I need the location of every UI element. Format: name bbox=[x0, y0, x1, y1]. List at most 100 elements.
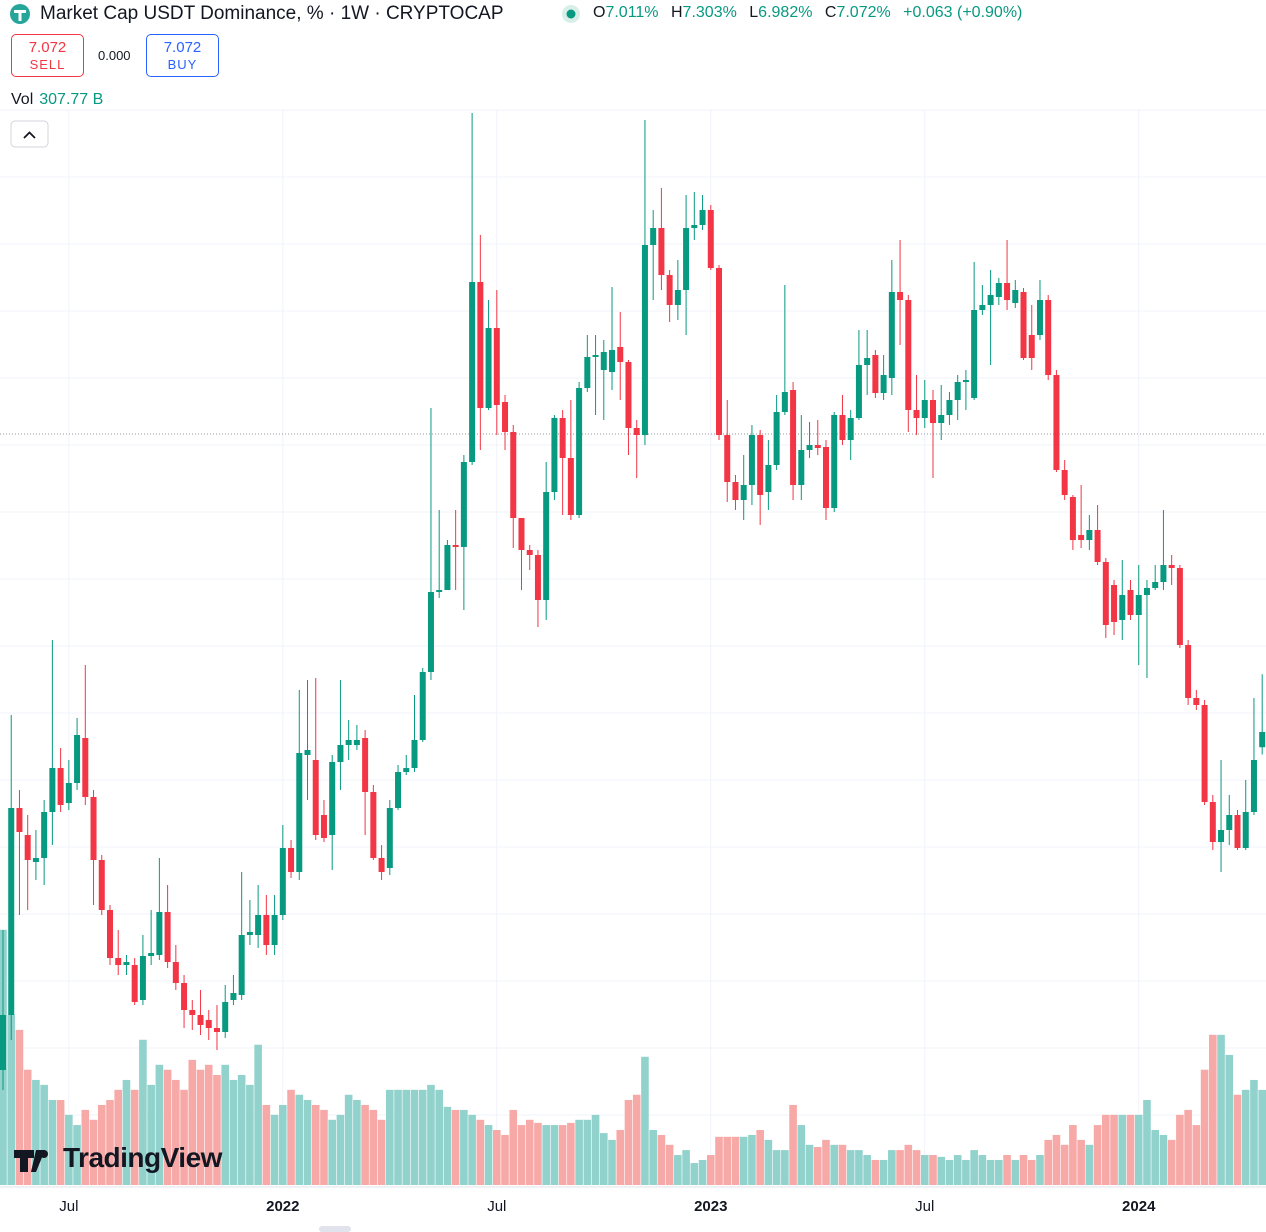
volume-bar bbox=[855, 1150, 863, 1185]
scroll-handle[interactable] bbox=[319, 1226, 351, 1232]
candle-body bbox=[419, 672, 426, 740]
candle-body bbox=[617, 347, 624, 362]
candle-body bbox=[658, 228, 665, 275]
candle-body bbox=[1226, 815, 1233, 830]
brand-name: TradingView bbox=[63, 1142, 222, 1173]
volume-bar bbox=[962, 1159, 970, 1185]
volume-bar bbox=[657, 1134, 666, 1185]
candle-body bbox=[872, 355, 879, 393]
volume-bar bbox=[575, 1119, 583, 1185]
volume-bar bbox=[353, 1100, 361, 1185]
symbol-logo-mark bbox=[14, 10, 26, 21]
candle-body bbox=[1242, 812, 1249, 848]
x-tick-label: Jul bbox=[59, 1198, 78, 1215]
volume-bar bbox=[336, 1114, 345, 1185]
volume-bar bbox=[1167, 1139, 1176, 1185]
candle-body bbox=[888, 292, 895, 378]
candle-body bbox=[213, 1028, 220, 1032]
volume-bar bbox=[616, 1129, 625, 1185]
candle-body bbox=[683, 228, 690, 290]
candle-body bbox=[1176, 568, 1183, 645]
candle-body bbox=[49, 768, 56, 812]
candle-body bbox=[1012, 290, 1019, 303]
sell-price: 7.072 bbox=[28, 39, 67, 56]
volume-bar bbox=[797, 1125, 806, 1185]
volume-bar bbox=[97, 1104, 106, 1185]
collapse-icon bbox=[23, 131, 36, 139]
volume-bar bbox=[246, 1084, 254, 1185]
candle-body bbox=[633, 428, 640, 435]
volume-bar bbox=[237, 1074, 246, 1185]
candle-body bbox=[1127, 590, 1134, 615]
candle-body bbox=[584, 357, 591, 388]
candle-body bbox=[197, 1015, 204, 1025]
candle-body bbox=[337, 745, 344, 762]
candle-body bbox=[131, 965, 138, 1002]
volume-bar bbox=[1003, 1155, 1011, 1185]
candle-body bbox=[205, 1020, 212, 1028]
candle-body bbox=[929, 400, 936, 423]
candle-body bbox=[806, 445, 813, 450]
volume-bar bbox=[888, 1150, 896, 1185]
volume-bar bbox=[1233, 1094, 1242, 1185]
candle-body bbox=[106, 910, 113, 958]
sell-button[interactable]: 7.072 SELL bbox=[11, 34, 84, 77]
candle-body bbox=[543, 492, 550, 600]
candle-body bbox=[24, 835, 31, 860]
volume-bar bbox=[674, 1155, 682, 1185]
candle-body bbox=[255, 915, 262, 935]
volume-bar bbox=[81, 1109, 90, 1185]
candle-body bbox=[0, 1015, 6, 1070]
volume-bar bbox=[525, 1119, 534, 1185]
volume-bar bbox=[1093, 1125, 1102, 1185]
candle-body bbox=[855, 365, 862, 418]
candle-body bbox=[995, 283, 1002, 297]
volume-bar bbox=[180, 1089, 188, 1185]
volume-bar bbox=[517, 1125, 526, 1185]
volume-legend: Vol 307.77 B bbox=[11, 91, 103, 109]
candle-body bbox=[1036, 300, 1043, 335]
buy-button[interactable]: 7.072 BUY bbox=[146, 34, 219, 77]
volume-bar bbox=[1011, 1159, 1020, 1185]
candle-body bbox=[559, 418, 566, 458]
candle-body bbox=[469, 282, 476, 462]
volume-bar bbox=[1192, 1125, 1201, 1185]
volume-bar bbox=[493, 1129, 501, 1185]
volume-bar bbox=[641, 1056, 649, 1185]
candle-body bbox=[485, 328, 492, 408]
candle-body bbox=[41, 812, 48, 858]
volume-bar bbox=[986, 1159, 995, 1185]
candle-body bbox=[1078, 535, 1085, 540]
high-value: 7.303% bbox=[682, 4, 737, 21]
volume-bar bbox=[484, 1125, 493, 1185]
volume-bar bbox=[65, 1114, 73, 1185]
volume-bar bbox=[40, 1084, 48, 1185]
volume-bar bbox=[7, 1014, 16, 1185]
open-value: 7.011% bbox=[605, 4, 659, 21]
candle-body bbox=[938, 415, 945, 423]
candle-body bbox=[716, 268, 723, 435]
volume-bar bbox=[320, 1109, 328, 1185]
volume-bar bbox=[163, 1069, 172, 1185]
candle-body bbox=[790, 390, 797, 485]
candle-body bbox=[362, 738, 369, 792]
spread: 0.000 bbox=[98, 48, 131, 63]
candle-body bbox=[148, 953, 155, 956]
volume-bar bbox=[534, 1122, 542, 1185]
candle-body bbox=[814, 445, 821, 448]
collapse-button[interactable] bbox=[10, 120, 49, 148]
candle-body bbox=[353, 740, 360, 745]
volume-bar bbox=[912, 1150, 921, 1185]
volume-bar bbox=[772, 1150, 781, 1185]
candle-body bbox=[954, 382, 961, 400]
candle-body bbox=[971, 310, 978, 398]
candle-body bbox=[510, 432, 517, 518]
candle-body bbox=[411, 740, 418, 768]
candle-body bbox=[1218, 830, 1225, 842]
volume-label: Vol bbox=[11, 91, 34, 108]
candle-body bbox=[329, 762, 336, 835]
volume-bar bbox=[344, 1094, 353, 1185]
volume-bar bbox=[106, 1100, 114, 1185]
volume-bar bbox=[748, 1134, 756, 1185]
